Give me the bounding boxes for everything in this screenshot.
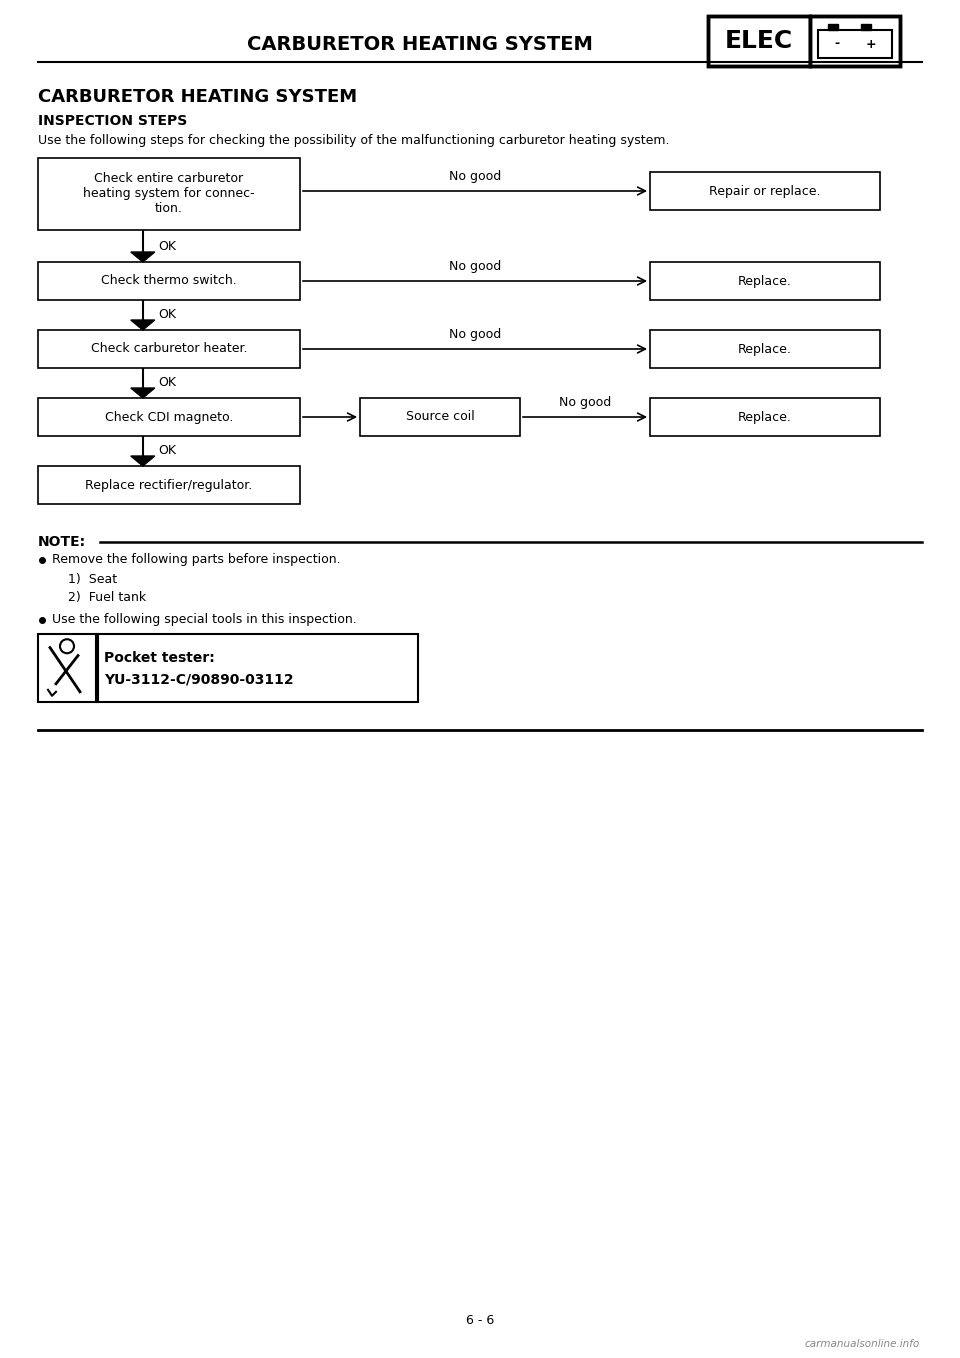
Bar [810, 16, 900, 67]
Text: 1)  Seat: 1) Seat [68, 573, 117, 587]
Text: No good: No good [449, 259, 501, 273]
Bar [38, 466, 300, 504]
Bar [861, 24, 871, 30]
Text: Repair or replace.: Repair or replace. [709, 185, 821, 197]
Polygon shape [131, 253, 155, 262]
Text: -: - [834, 38, 839, 50]
Bar [650, 262, 880, 300]
Bar [708, 16, 810, 67]
Bar [38, 398, 300, 436]
Text: No good: No good [559, 397, 612, 409]
Text: OK: OK [157, 444, 176, 458]
Text: Pocket tester:: Pocket tester: [104, 650, 215, 665]
Text: OK: OK [157, 376, 176, 390]
Text: Check CDI magneto.: Check CDI magneto. [105, 410, 233, 424]
Text: No good: No good [449, 170, 501, 183]
Text: +: + [866, 38, 876, 50]
Polygon shape [131, 388, 155, 398]
Bar [38, 262, 300, 300]
Bar [360, 398, 520, 436]
Bar [650, 330, 880, 368]
Polygon shape [131, 456, 155, 466]
Text: Check entire carburetor
heating system for connec-
tion.: Check entire carburetor heating system f… [84, 172, 254, 216]
Text: 2)  Fuel tank: 2) Fuel tank [68, 592, 146, 604]
Text: Replace.: Replace. [738, 274, 792, 288]
Text: carmanualsonline.info: carmanualsonline.info [804, 1339, 920, 1348]
Text: NOTE:: NOTE: [38, 535, 86, 549]
Text: Remove the following parts before inspection.: Remove the following parts before inspec… [52, 554, 341, 566]
Text: Replace rectifier/regulator.: Replace rectifier/regulator. [85, 478, 252, 492]
Text: ELEC: ELEC [725, 29, 793, 53]
Bar [708, 16, 900, 67]
Text: Use the following special tools in this inspection.: Use the following special tools in this … [52, 614, 357, 626]
Text: CARBURETOR HEATING SYSTEM: CARBURETOR HEATING SYSTEM [247, 34, 593, 53]
Bar [828, 24, 838, 30]
Text: Use the following steps for checking the possibility of the malfunctioning carbu: Use the following steps for checking the… [38, 134, 669, 147]
Bar [38, 330, 300, 368]
Bar [818, 30, 892, 58]
Text: 6 - 6: 6 - 6 [466, 1313, 494, 1327]
Text: INSPECTION STEPS: INSPECTION STEPS [38, 114, 187, 128]
Bar [650, 398, 880, 436]
Bar [38, 158, 300, 230]
Text: No good: No good [449, 329, 501, 341]
Text: Check carburetor heater.: Check carburetor heater. [91, 342, 248, 356]
Polygon shape [131, 320, 155, 330]
Text: Check thermo switch.: Check thermo switch. [101, 274, 237, 288]
Text: YU-3112-C/90890-03112: YU-3112-C/90890-03112 [104, 672, 294, 687]
Text: Source coil: Source coil [406, 410, 474, 424]
Text: Replace.: Replace. [738, 342, 792, 356]
Bar [38, 634, 418, 702]
Text: OK: OK [157, 239, 176, 253]
Bar [650, 172, 880, 210]
Text: CARBURETOR HEATING SYSTEM: CARBURETOR HEATING SYSTEM [38, 88, 357, 106]
Text: OK: OK [157, 308, 176, 322]
Text: Replace.: Replace. [738, 410, 792, 424]
